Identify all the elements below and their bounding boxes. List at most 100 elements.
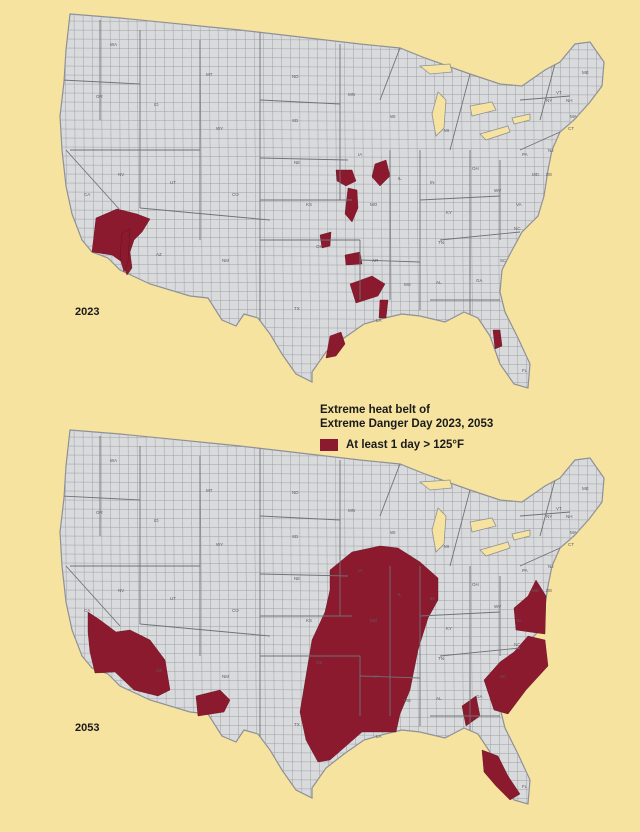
- us-county-map-2023: WA OR CA NV ID MT WY UT AZ CO NM ND SD NE KS OK TX MN IA MO…: [59, 13, 605, 389]
- great-lake: [431, 507, 447, 553]
- state-label-nm: NM: [222, 258, 229, 263]
- state-label-mi: MI: [444, 544, 449, 549]
- state-label-sc: SC: [500, 674, 507, 679]
- state-label-oh: OH: [472, 166, 479, 171]
- state-label-nj: NJ: [548, 148, 554, 153]
- legend-item-label: At least 1 day > 125°F: [346, 439, 465, 451]
- state-label-ut: UT: [170, 180, 176, 185]
- great-lake: [479, 541, 511, 557]
- state-label-oh: OH: [472, 582, 479, 587]
- us-county-map-2053: WA OR CA NV ID MT WY UT AZ CO NM ND SD NE KS OK TX MN IA MO…: [59, 429, 605, 805]
- state-label-tn: TN: [438, 656, 444, 661]
- state-label-id: ID: [154, 518, 159, 523]
- legend-title-line-2: Extreme Danger Day 2023, 2053: [320, 418, 494, 430]
- state-label-fl: FL: [522, 784, 528, 789]
- state-label-md: MD: [532, 172, 540, 177]
- state-label-co: CO: [232, 192, 239, 197]
- heat-region-iowa-cluster-east: [371, 159, 391, 187]
- state-label-wy: WY: [216, 542, 223, 547]
- legend-item: At least 1 day > 125°F: [320, 439, 493, 451]
- state-label-mi: MI: [444, 128, 449, 133]
- state-label-va: VA: [516, 202, 522, 207]
- state-label-ga: GA: [476, 694, 483, 699]
- heat-region-ark-la-cluster: [349, 275, 386, 304]
- state-label-nm: NM: [222, 674, 229, 679]
- state-label-or: OR: [96, 94, 104, 99]
- state-label-nh: NH: [566, 514, 573, 519]
- state-label-il: IL: [398, 592, 402, 597]
- state-label-nd: ND: [292, 490, 299, 495]
- great-lake: [469, 517, 497, 533]
- state-label-fl: FL: [522, 368, 528, 373]
- state-label-il: IL: [398, 176, 402, 181]
- state-label-la: LA: [376, 734, 382, 739]
- heat-region-missouri-cluster: [344, 187, 359, 223]
- state-label-ny: NY: [546, 98, 552, 103]
- state-label-ar: AR: [372, 258, 379, 263]
- state-label-ia: IA: [358, 568, 362, 573]
- state-label-la: LA: [376, 318, 382, 323]
- state-label-ma: MA: [570, 530, 577, 535]
- heat-region-arkansas-patch: [344, 251, 363, 266]
- heat-region-layer-2053: [87, 545, 549, 801]
- state-label-in: IN: [430, 596, 435, 601]
- state-label-vt: VT: [556, 90, 562, 95]
- state-label-mt: MT: [206, 488, 213, 493]
- state-label-mt: MT: [206, 72, 213, 77]
- state-label-az: AZ: [156, 668, 162, 673]
- state-label-sd: SD: [292, 534, 299, 539]
- state-label-ne: NE: [294, 160, 300, 165]
- state-label-nd: ND: [292, 74, 299, 79]
- state-label-nj: NJ: [548, 564, 554, 569]
- heat-region-florida-peninsula-patch: [481, 749, 521, 801]
- state-label-ca: CA: [84, 192, 90, 197]
- state-label-ks: KS: [306, 618, 312, 623]
- state-label-ma: MA: [570, 114, 577, 119]
- legend-title-line-1: Extreme heat belt of: [320, 404, 430, 416]
- state-label-vt: VT: [556, 506, 562, 511]
- state-label-in: IN: [430, 180, 435, 185]
- state-label-ar: AR: [372, 674, 379, 679]
- us-landmass: [59, 13, 605, 389]
- state-borders: [61, 436, 571, 746]
- state-label-ct: CT: [568, 126, 574, 131]
- state-label-wa: WA: [110, 458, 117, 463]
- state-label-nh: NH: [566, 98, 573, 103]
- state-label-de: DE: [546, 588, 552, 593]
- state-label-ky: KY: [446, 626, 452, 631]
- state-label-mn: MN: [348, 92, 355, 97]
- state-label-al: AL: [436, 696, 442, 701]
- heat-region-arizona-river-strip: [119, 228, 131, 273]
- state-label-sd: SD: [292, 118, 299, 123]
- heat-region-southern-california-arizona-belt: [91, 208, 151, 276]
- state-label-wv: WV: [494, 188, 501, 193]
- state-label-ut: UT: [170, 596, 176, 601]
- heat-region-louisiana-river-patch: [378, 299, 389, 319]
- state-label-tx: TX: [294, 722, 300, 727]
- state-label-az: AZ: [156, 252, 162, 257]
- legend: Extreme heat belt of Extreme Danger Day …: [320, 403, 493, 451]
- state-label-pa: PA: [522, 152, 528, 157]
- state-label-va: VA: [516, 618, 522, 623]
- heat-region-texas-gulf-coast: [325, 331, 346, 359]
- heat-region-new-mexico-texas-patch: [195, 689, 231, 717]
- state-label-ny: NY: [546, 514, 552, 519]
- legend-swatch: [320, 439, 338, 451]
- state-label-wy: WY: [216, 126, 223, 131]
- state-label-wv: WV: [494, 604, 501, 609]
- state-label-al: AL: [436, 280, 442, 285]
- year-label-2053: 2053: [75, 722, 100, 734]
- state-label-tx: TX: [294, 306, 300, 311]
- state-label-mo: MO: [370, 202, 378, 207]
- state-label-de: DE: [546, 172, 552, 177]
- state-label-md: MD: [532, 588, 540, 593]
- heat-region-central-mississippi-belt: [299, 545, 439, 763]
- great-lake: [511, 113, 531, 125]
- year-label-2023: 2023: [75, 306, 100, 318]
- state-label-mo: MO: [370, 618, 378, 623]
- great-lake: [418, 479, 453, 491]
- state-label-tn: TN: [438, 240, 444, 245]
- state-label-pa: PA: [522, 568, 528, 573]
- heat-region-southeast-coast-band: [483, 635, 549, 715]
- state-label-nc: NC: [514, 642, 521, 647]
